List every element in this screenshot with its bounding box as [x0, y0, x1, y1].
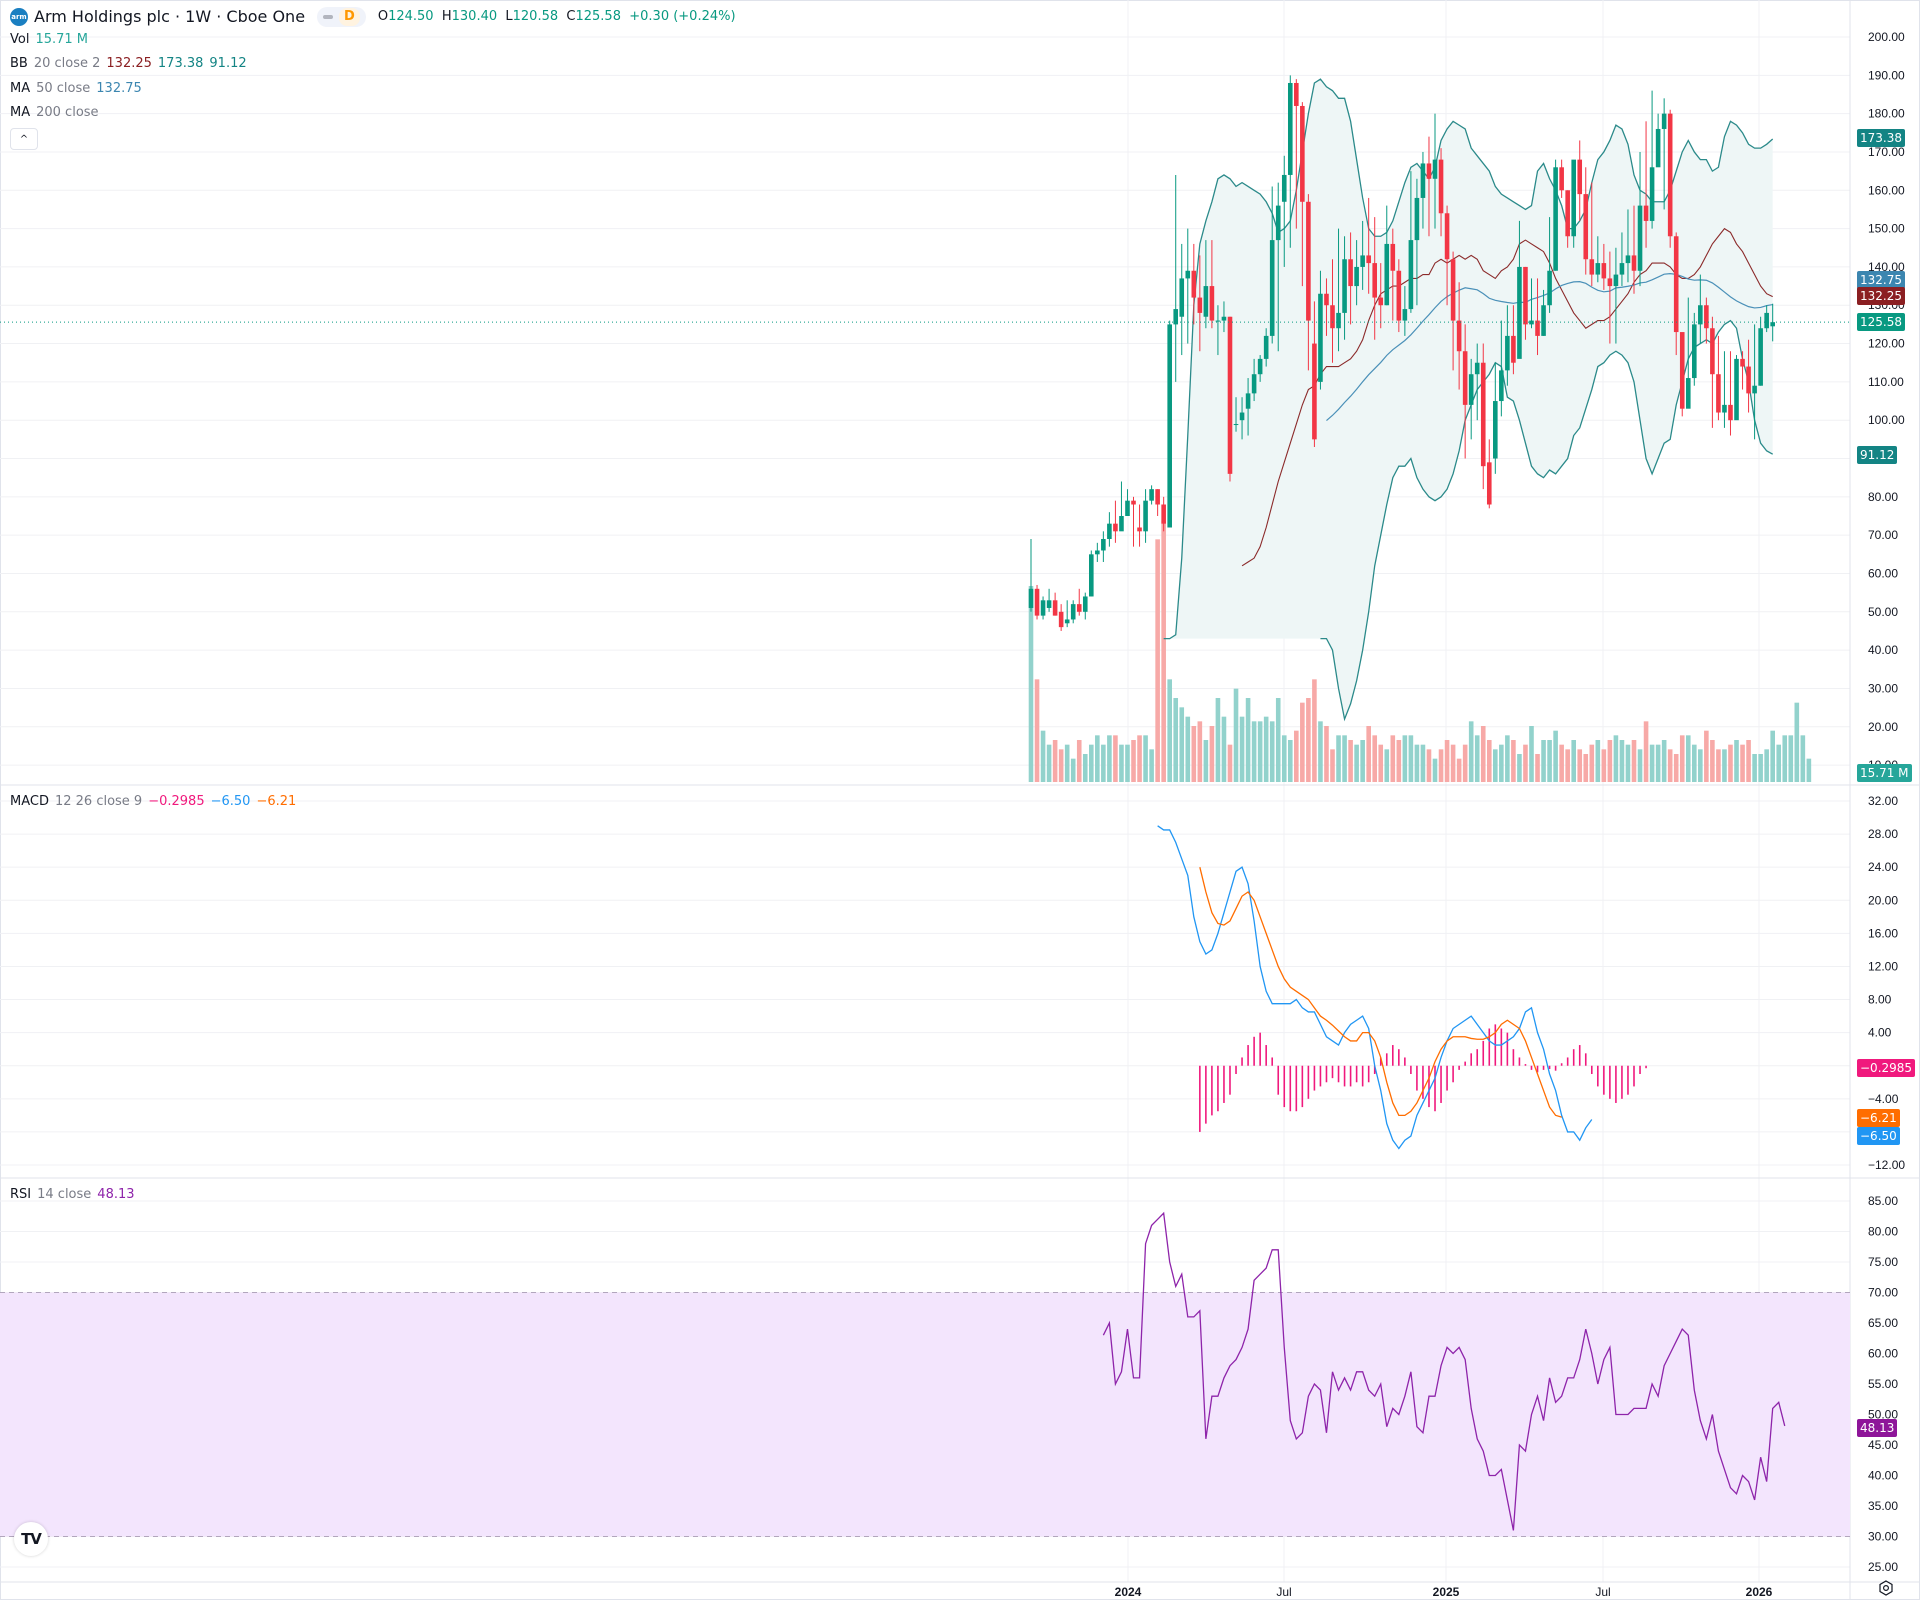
rsi-tag: 48.13 [1857, 1419, 1898, 1437]
svg-text:Jul: Jul [1595, 1585, 1610, 1599]
close-value: 125.58 [575, 9, 621, 24]
svg-text:25.00: 25.00 [1868, 1560, 1898, 1574]
svg-text:75.00: 75.00 [1868, 1255, 1898, 1269]
svg-text:65.00: 65.00 [1868, 1316, 1898, 1330]
bb-upper-price-tag: 173.38 [1857, 129, 1905, 147]
low-value: 120.58 [512, 9, 559, 24]
svg-text:60.00: 60.00 [1868, 1347, 1898, 1361]
svg-text:50.00: 50.00 [1868, 605, 1898, 619]
svg-text:20.00: 20.00 [1868, 720, 1898, 734]
volume-tag: 15.71 M [1857, 764, 1912, 782]
macd-signal-value: −6.21 [256, 794, 297, 809]
svg-text:80.00: 80.00 [1868, 1225, 1898, 1239]
svg-text:180.00: 180.00 [1868, 107, 1905, 121]
open-value: 124.50 [388, 9, 434, 24]
ma50-price-tag: 132.75 [1857, 271, 1905, 289]
svg-text:80.00: 80.00 [1868, 490, 1898, 504]
legend-bollinger[interactable]: BB 20 close 2 132.25 173.38 91.12 [10, 56, 247, 71]
rsi-value: 48.13 [97, 1187, 135, 1202]
macd-hist-value: −0.2985 [148, 794, 205, 809]
svg-text:110.00: 110.00 [1868, 375, 1904, 389]
svg-text:20.00: 20.00 [1868, 893, 1898, 907]
svg-text:200.00: 200.00 [1868, 30, 1905, 44]
symbol-title[interactable]: Arm Holdings plc · 1W · Cboe One [34, 7, 306, 26]
market-status-pill[interactable]: D [317, 7, 366, 27]
legend-rsi[interactable]: RSI 14 close 48.13 [10, 1187, 135, 1202]
tradingview-logo-icon[interactable]: TV [14, 1522, 48, 1556]
svg-text:190.00: 190.00 [1868, 68, 1905, 82]
market-closed-icon [323, 15, 334, 19]
svg-text:−12.00: −12.00 [1868, 1158, 1905, 1172]
svg-text:8.00: 8.00 [1868, 993, 1892, 1007]
bb-basis-value: 132.25 [106, 56, 152, 71]
last-price-tag: 125.58 [1857, 313, 1905, 331]
svg-text:45.00: 45.00 [1868, 1438, 1898, 1452]
svg-text:30.00: 30.00 [1868, 1530, 1898, 1544]
macd-hist-tag: −0.2985 [1857, 1059, 1916, 1077]
macd-signal-tag: −6.21 [1857, 1109, 1900, 1127]
svg-text:100.00: 100.00 [1868, 413, 1905, 427]
collapse-legend-button[interactable]: ^ [10, 128, 38, 150]
bb-basis-price-tag: 132.25 [1857, 287, 1905, 305]
svg-text:2025: 2025 [1433, 1585, 1460, 1599]
legend-ma200[interactable]: MA 200 close [10, 105, 99, 120]
svg-text:35.00: 35.00 [1868, 1499, 1898, 1513]
arm-logo-icon: arm [10, 8, 28, 26]
svg-text:170.00: 170.00 [1868, 145, 1905, 159]
legend-volume[interactable]: Vol 15.71 M [10, 32, 89, 47]
svg-text:40.00: 40.00 [1868, 1469, 1898, 1483]
svg-text:60.00: 60.00 [1868, 566, 1898, 580]
symbol-header: arm Arm Holdings plc · 1W · Cboe One D O… [10, 7, 736, 27]
svg-text:120.00: 120.00 [1868, 337, 1905, 351]
svg-text:160.00: 160.00 [1868, 183, 1905, 197]
svg-text:2024: 2024 [1115, 1585, 1142, 1599]
svg-text:70.00: 70.00 [1868, 528, 1898, 542]
legend-macd[interactable]: MACD 12 26 close 9 −0.2985 −6.50 −6.21 [10, 794, 297, 809]
settings-gear-icon[interactable] [1878, 1580, 1894, 1596]
svg-text:70.00: 70.00 [1868, 1286, 1898, 1300]
bb-lower-value: 91.12 [209, 56, 247, 71]
change-value: +0.30 (+0.24%) [629, 9, 736, 24]
svg-text:28.00: 28.00 [1868, 827, 1898, 841]
svg-text:30.00: 30.00 [1868, 681, 1898, 695]
bb-upper-value: 173.38 [157, 56, 204, 71]
bb-lower-price-tag: 91.12 [1857, 446, 1898, 464]
delayed-badge: D [339, 8, 360, 26]
svg-text:2026: 2026 [1746, 1585, 1773, 1599]
svg-text:150.00: 150.00 [1868, 222, 1905, 236]
svg-text:40.00: 40.00 [1868, 643, 1898, 657]
svg-text:16.00: 16.00 [1868, 926, 1898, 940]
svg-text:12.00: 12.00 [1868, 959, 1898, 973]
svg-text:32.00: 32.00 [1868, 794, 1898, 808]
svg-text:140.00: 140.00 [1868, 260, 1905, 274]
svg-text:Jul: Jul [1276, 1585, 1291, 1599]
svg-text:55.00: 55.00 [1868, 1377, 1898, 1391]
svg-text:24.00: 24.00 [1868, 860, 1898, 874]
high-value: 130.40 [451, 9, 498, 24]
chevron-up-icon: ^ [19, 133, 29, 145]
volume-value: 15.71 M [35, 32, 89, 47]
ohlc-values: O124.50 H130.40 L120.58 C125.58 +0.30 (+… [377, 9, 736, 24]
svg-text:85.00: 85.00 [1868, 1194, 1898, 1208]
legend-ma50[interactable]: MA 50 close 132.75 [10, 81, 142, 96]
macd-line-value: −6.50 [210, 794, 251, 809]
svg-text:4.00: 4.00 [1868, 1026, 1892, 1040]
svg-text:50.00: 50.00 [1868, 1408, 1898, 1422]
svg-text:−4.00: −4.00 [1868, 1092, 1899, 1106]
macd-line-tag: −6.50 [1857, 1127, 1900, 1145]
ma50-value: 132.75 [96, 81, 142, 96]
